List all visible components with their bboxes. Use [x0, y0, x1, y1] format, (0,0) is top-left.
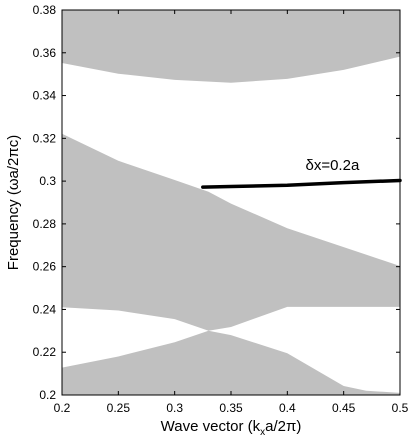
y-tick-label: 0.38 — [33, 3, 57, 17]
y-tick-label: 0.34 — [33, 89, 57, 103]
x-tick-label: 0.2 — [54, 401, 71, 415]
x-tick-label: 0.25 — [107, 401, 131, 415]
x-tick-label: 0.35 — [219, 401, 243, 415]
defect-annotation: δx=0.2a — [305, 157, 359, 174]
photonic-bands-layer — [62, 10, 400, 395]
y-axis-label: Frequency (ωa/2πc) — [5, 135, 22, 270]
y-tick-label: 0.36 — [33, 46, 57, 60]
x-tick-label: 0.3 — [166, 401, 183, 415]
x-tick-label: 0.5 — [392, 401, 409, 415]
y-tick-label: 0.28 — [33, 217, 57, 231]
axis-ticks: 0.2 0.25 0.3 0.35 0.4 0.45 0.5 0.2 0.22 0.24 0.26 0… — [33, 3, 409, 415]
y-tick-label: 0.3 — [39, 174, 56, 188]
x-tick-label: 0.4 — [279, 401, 296, 415]
band-region-3 — [62, 330, 400, 395]
x-axis-label-subscript: x — [260, 427, 265, 438]
y-tick-label: 0.26 — [33, 260, 57, 274]
y-tick-label: 0.22 — [33, 345, 57, 359]
x-axis-label-main: Wave vector (k — [161, 418, 261, 435]
y-tick-label: 0.32 — [33, 131, 57, 145]
defect-mode-curve — [201, 178, 402, 189]
x-axis-label-tail: a/2π) — [265, 418, 301, 435]
band-region-1 — [62, 10, 400, 83]
band-region-2 — [62, 133, 400, 331]
x-axis-label: Wave vector (kxa/2π) — [161, 418, 302, 438]
y-tick-label: 0.24 — [33, 302, 57, 316]
x-tick-label: 0.45 — [332, 401, 356, 415]
y-tick-label: 0.2 — [39, 388, 56, 402]
